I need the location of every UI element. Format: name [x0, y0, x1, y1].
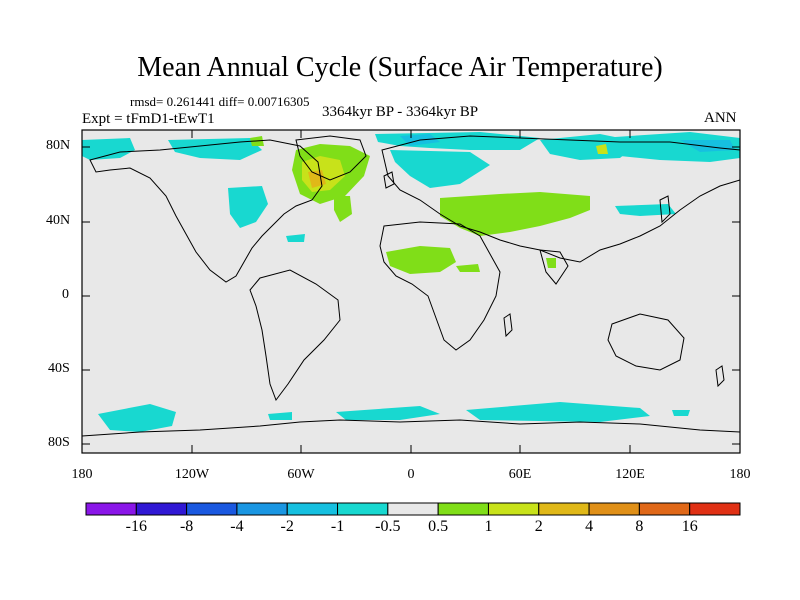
page-title: Mean Annual Cycle (Surface Air Temperatu…: [137, 52, 663, 83]
colorbar-swatch: [588, 502, 640, 516]
lon-label-180-right: 180: [729, 467, 751, 482]
colorbar-label: -8: [179, 518, 194, 535]
anomaly-region: [336, 406, 440, 420]
lon-label-60w: 60W: [287, 467, 315, 482]
colorbar-label: 4: [585, 518, 594, 535]
anomaly-region: [615, 204, 676, 216]
anomaly-region: [466, 402, 650, 422]
anomaly-region: [440, 192, 590, 236]
anomaly-region: [546, 258, 556, 268]
lat-label-80n: 80N: [46, 138, 71, 153]
cooling-regions: [82, 132, 740, 432]
coastline-greenland: [295, 135, 367, 181]
lat-label-80s: 80S: [48, 435, 70, 450]
anomaly-region: [228, 186, 268, 228]
colorbar-swatch: [638, 502, 691, 516]
colorbar-swatch: [689, 502, 741, 516]
coastline-eurasia: [381, 135, 741, 263]
lon-label-120w: 120W: [174, 467, 210, 482]
lat-label-40s: 40S: [48, 361, 70, 376]
coastline-australia: [607, 313, 685, 371]
colorbar-swatch: [85, 502, 137, 516]
coastline-antarctica: [81, 419, 741, 437]
coastline-africa: [379, 221, 501, 351]
colorbar-label: -1: [330, 518, 345, 535]
coastline-south-america: [249, 269, 341, 402]
colorbar-label: -2: [280, 518, 294, 535]
lon-label-60e: 60E: [508, 467, 532, 482]
coastlines: [81, 135, 741, 437]
colorbar-label: 0.5: [428, 518, 449, 535]
lat-label-40n: 40N: [46, 213, 71, 228]
anomaly-region: [268, 412, 292, 420]
colorbar-label: -4: [230, 518, 244, 535]
warming-regions: [250, 136, 608, 274]
colorbar-label: -16: [125, 518, 147, 535]
coastline-north-america: [89, 139, 323, 283]
anomaly-region: [82, 138, 135, 160]
anomaly-region: [390, 150, 490, 188]
coastline-japan: [659, 195, 671, 224]
anomaly-region: [672, 410, 690, 416]
colorbar-swatch: [538, 502, 590, 516]
colorbar-swatch: [387, 502, 439, 516]
stats-readout: rmsd= 0.261441 diff= 0.00716305: [130, 94, 310, 109]
anomaly-region: [334, 196, 352, 222]
lon-label-0: 0: [407, 467, 415, 482]
experiment-label: Expt = tFmD1-tEwT1: [82, 111, 215, 127]
anomaly-region: [286, 234, 305, 242]
lon-label-120e: 120E: [615, 467, 645, 482]
lat-label-0: 0: [62, 287, 69, 302]
anomaly-region: [600, 132, 740, 162]
anomaly-region: [168, 138, 262, 160]
coastline-uk: [383, 171, 395, 189]
anomaly-region: [596, 144, 608, 154]
anomaly-region: [456, 264, 480, 272]
anomaly-region: [98, 404, 176, 432]
colorbar-label: -0.5: [375, 518, 401, 535]
colorbar-swatch: [186, 502, 238, 516]
axis-ticks: [81, 130, 741, 453]
lon-label-180-left: 180: [71, 467, 93, 482]
colorbar-label: 2: [534, 518, 543, 535]
season-label: ANN: [704, 110, 737, 126]
colorbar-label: 16: [681, 518, 698, 535]
colorbar-swatch: [236, 502, 288, 516]
colorbar-label: 8: [635, 518, 644, 535]
colorbar-swatch: [487, 502, 540, 516]
colorbar-swatch: [337, 502, 389, 516]
colorbar-swatch: [437, 502, 489, 516]
coastline-new-zealand: [715, 365, 725, 388]
coastline-india: [539, 249, 569, 285]
colorbar-swatch: [286, 502, 339, 516]
period-label: 3364kyr BP - 3364kyr BP: [322, 104, 479, 120]
colorbar: [85, 502, 741, 516]
coastline-madagascar: [503, 313, 513, 338]
colorbar-swatch: [135, 502, 188, 516]
anomaly-region: [386, 246, 456, 274]
map-background: [82, 130, 740, 453]
colorbar-label: 1: [484, 518, 493, 535]
